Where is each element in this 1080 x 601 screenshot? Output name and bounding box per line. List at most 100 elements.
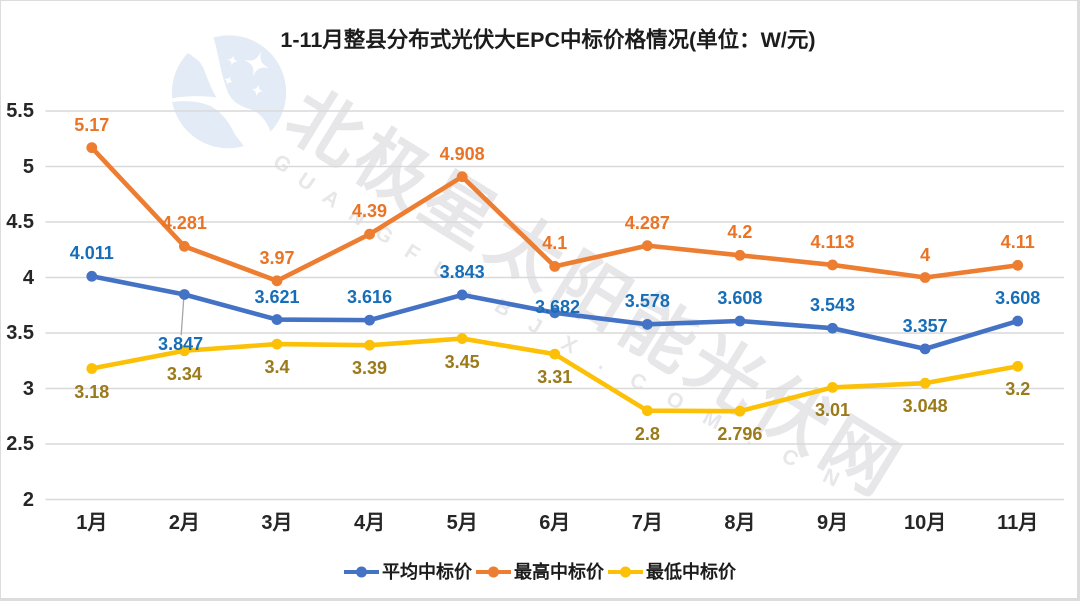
data-label: 3.608 (995, 288, 1041, 308)
watermark-logo-stars (224, 51, 270, 97)
series-marker (1012, 259, 1024, 271)
series-marker (734, 249, 746, 261)
series-marker (641, 405, 653, 417)
watermark-logo-moon-stars-icon (171, 35, 287, 149)
data-label: 3.34 (166, 363, 202, 384)
series-marker (178, 240, 190, 252)
series-marker (364, 339, 375, 351)
series-marker (549, 307, 561, 319)
y-axis-tick-label: 3 (22, 377, 34, 400)
x-axis-tick-label: 2月 (168, 512, 200, 534)
data-label: 4.113 (810, 231, 855, 252)
legend-item-highest-winning-bid-price: 最高中标价 (476, 562, 604, 582)
x-axis-tick-label: 8月 (724, 512, 756, 534)
series-marker (827, 322, 838, 334)
data-label: 4.011 (69, 243, 114, 264)
x-axis-tick-label: 9月 (816, 512, 849, 534)
data-label: 4.11 (1000, 232, 1035, 253)
y-axis-tick-label: 4.5 (6, 211, 34, 233)
x-axis-tick-label: 4月 (354, 512, 386, 534)
series-marker (1012, 360, 1024, 372)
y-axis-tick-label: 4 (22, 266, 34, 289)
series-marker (86, 270, 98, 282)
x-axis-tick-label: 11月 (997, 512, 1039, 534)
x-axis-tick-label: 6月 (539, 512, 571, 534)
data-label: 4 (920, 244, 931, 265)
series-marker (456, 289, 468, 301)
series-marker (456, 333, 468, 344)
x-axis-tick-label: 3月 (261, 512, 293, 534)
series-marker (178, 289, 190, 300)
series-marker (734, 405, 746, 417)
y-axis-tick-label: 2 (22, 488, 34, 511)
data-label: 4.287 (624, 212, 670, 233)
data-label: 3.682 (535, 297, 581, 318)
series-marker (827, 259, 838, 271)
data-label: 3.357 (902, 315, 948, 336)
y-axis-tick-label: 5 (22, 155, 34, 178)
data-label: 3.048 (902, 396, 948, 417)
legend-marker-icon (344, 566, 379, 578)
data-label: 3.2 (1005, 379, 1031, 400)
series-marker (364, 314, 375, 326)
x-axis-tick-label: 10月 (903, 512, 947, 534)
series-marker (1012, 315, 1024, 327)
x-axis-tick-label: 7月 (631, 512, 663, 534)
data-label: 3.4 (264, 357, 290, 378)
series-marker (271, 338, 283, 350)
series-marker (919, 272, 931, 283)
legend-label: 平均中标价 (382, 562, 472, 582)
series-marker (734, 315, 746, 327)
data-label: 3.843 (439, 261, 485, 282)
chart-legend: 平均中标价 最高中标价 最低中标价 (344, 562, 736, 582)
data-label: 3.543 (809, 295, 856, 316)
data-label: 4.2 (727, 222, 753, 243)
legend-label: 最高中标价 (514, 562, 604, 582)
data-label: 3.608 (717, 288, 763, 308)
data-label: 3.847 (158, 334, 204, 355)
data-label: 3.45 (444, 351, 480, 372)
data-label: 4.39 (352, 201, 388, 222)
series-marker (827, 381, 838, 393)
legend-item-average-winning-bid-price: 平均中标价 (344, 562, 472, 582)
series-marker (271, 314, 283, 325)
data-label: 3.97 (259, 247, 295, 268)
series-marker (271, 275, 283, 287)
y-axis-tick-label: 2.5 (6, 433, 34, 455)
legend-label: 最低中标价 (646, 562, 736, 582)
data-label-leader-line (180, 296, 185, 336)
data-label: 3.616 (347, 287, 393, 308)
legend-marker-icon (476, 566, 511, 578)
y-axis-tick-label: 3.5 (6, 322, 34, 344)
data-label: 4.1 (542, 233, 568, 254)
series-marker (86, 142, 98, 154)
data-label: 4.281 (161, 213, 207, 234)
data-label: 2.8 (634, 423, 660, 444)
series-marker (919, 377, 931, 389)
data-label: 5.17 (74, 114, 110, 135)
series-marker (456, 171, 468, 183)
series-marker (178, 345, 190, 357)
x-axis-tick-label: 5月 (446, 512, 478, 534)
series-marker (919, 343, 931, 355)
series-marker (641, 240, 653, 252)
data-label: 3.578 (624, 291, 670, 312)
data-label: 3.01 (814, 400, 851, 421)
data-label: 3.18 (74, 381, 110, 402)
series-marker (364, 228, 375, 240)
data-label: 3.31 (537, 367, 573, 388)
data-label: 2.796 (717, 424, 763, 445)
series-marker (549, 261, 561, 272)
x-axis-tick-label: 1月 (76, 512, 108, 534)
data-label: 4.908 (439, 143, 485, 164)
series-marker (549, 348, 561, 360)
legend-marker-icon (608, 566, 643, 578)
legend-item-lowest-winning-bid-price: 最低中标价 (608, 562, 736, 582)
y-axis-tick-label: 5.5 (6, 100, 34, 122)
series-line-highest-winning-bid-price (89, 145, 1021, 284)
chart-title: 1-11月整县分布式光伏大EPC中标价格情况(单位：W/元) (280, 27, 816, 52)
series-marker (641, 318, 653, 330)
